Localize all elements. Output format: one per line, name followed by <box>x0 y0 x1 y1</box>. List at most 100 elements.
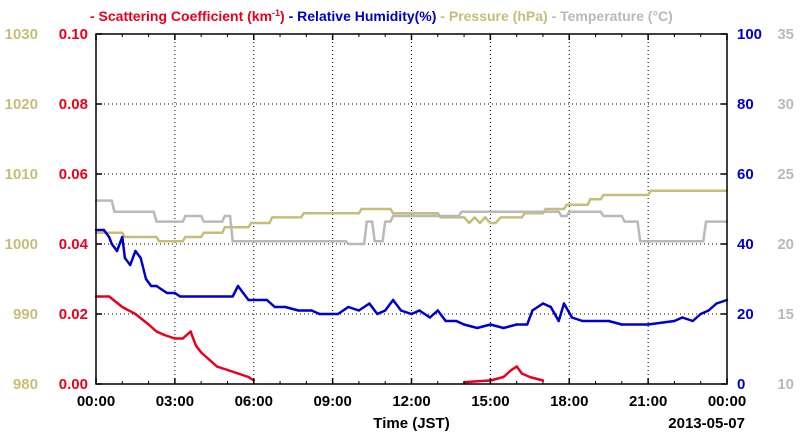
series-humidity-point <box>242 291 245 295</box>
series-temperature-point <box>363 242 366 246</box>
temperature-tick-label: 30 <box>777 96 794 113</box>
series-pressure-point <box>157 240 161 243</box>
series-temperature-point <box>184 214 187 218</box>
series-pressure-point <box>599 198 602 201</box>
series-pressure-point <box>268 221 271 225</box>
series-pressure-point <box>499 216 503 219</box>
series-humidity-point <box>134 249 137 253</box>
series-pressure-point <box>184 235 187 239</box>
series-temperature-point <box>704 220 708 223</box>
series-humidity-point <box>273 305 276 309</box>
series-humidity-point <box>691 319 694 323</box>
series-scattering-point <box>502 375 505 379</box>
series-humidity-point <box>715 302 718 305</box>
series-humidity-point <box>178 295 182 298</box>
series-humidity-point <box>581 319 584 323</box>
pressure-tick-label: 1030 <box>5 26 38 43</box>
x-axis-title: Time (JST) <box>373 415 449 432</box>
series-pressure-point <box>155 235 158 239</box>
series-humidity-point <box>160 288 163 291</box>
temperature-tick-label: 35 <box>777 26 794 43</box>
series-humidity-point <box>673 319 676 323</box>
series-humidity-point <box>557 319 560 323</box>
series-scattering-point <box>181 337 184 340</box>
humidity-tick-label: 0 <box>737 376 745 393</box>
series-scattering-point <box>528 375 531 379</box>
series-humidity-point <box>231 295 234 298</box>
series-humidity-point <box>102 228 106 232</box>
series-humidity-point <box>376 312 379 316</box>
pressure-tick-label: 1020 <box>5 96 38 113</box>
temperature-tick-label: 10 <box>777 376 794 393</box>
series-temperature-point <box>636 220 639 223</box>
series-pressure-point <box>389 207 392 211</box>
series-scattering-point <box>226 368 229 372</box>
series-humidity-point <box>310 309 313 312</box>
pressure-tick-label: 1000 <box>5 236 38 253</box>
chart-legend: - Scattering Coefficient (km-1) - Relati… <box>90 8 673 24</box>
pressure-tick-label: 1010 <box>5 166 38 183</box>
series-pressure-point <box>649 189 652 192</box>
series-humidity-point <box>121 235 124 239</box>
series-humidity-point <box>707 309 710 312</box>
series-pressure-point <box>436 212 439 215</box>
x-tick-label: 00:00 <box>77 393 115 410</box>
series-pressure-point <box>247 226 250 229</box>
series-pressure-point <box>562 207 566 211</box>
x-tick-label: 12:00 <box>392 393 430 410</box>
series-humidity-point <box>150 284 153 288</box>
series-pressure-point <box>565 203 568 206</box>
series-pressure-point <box>544 207 547 211</box>
series-pressure-point <box>478 221 482 225</box>
humidity-tick-label: 20 <box>737 306 754 323</box>
series-scattering-point <box>520 372 524 375</box>
series-temperature-point <box>389 220 392 223</box>
x-tick-label: 00:00 <box>708 393 746 410</box>
series-pressure-point <box>302 212 305 215</box>
pressure-tick-label: 980 <box>13 376 38 393</box>
pressure-tick-label: 990 <box>13 306 38 323</box>
series-humidity-point <box>139 256 142 260</box>
series-humidity-point <box>476 326 479 330</box>
series-temperature-point <box>110 199 114 202</box>
humidity-tick-label: 80 <box>737 96 754 113</box>
series-temperature-point <box>370 220 374 223</box>
series-temperature-point <box>228 214 232 218</box>
series-humidity-point <box>444 319 447 323</box>
series-pressure-point <box>200 235 203 239</box>
series-pressure-point <box>473 216 476 219</box>
series-humidity-point <box>570 316 574 319</box>
series-temperature-point <box>181 220 184 223</box>
series-temperature-point <box>152 210 155 213</box>
series-temperature-point <box>391 214 395 218</box>
series-pressure-point <box>489 221 492 225</box>
series-temperature-point <box>347 242 350 246</box>
series-humidity-point <box>462 323 466 326</box>
series-humidity-point <box>436 309 439 312</box>
series-temperature-point <box>223 214 226 218</box>
series-temperature-point <box>113 210 116 213</box>
series-humidity-point <box>410 312 413 316</box>
series-humidity-point <box>297 309 300 312</box>
series-humidity-point <box>265 298 269 302</box>
series-pressure-point <box>468 221 471 225</box>
series-humidity-point <box>455 319 458 323</box>
series-pressure-point <box>249 221 253 225</box>
series-temperature-point <box>620 214 623 218</box>
series-humidity-point <box>502 326 505 330</box>
scattering-tick-label: 0.06 <box>59 166 88 183</box>
series-temperature-point <box>602 214 605 218</box>
humidity-tick-label: 60 <box>737 166 754 183</box>
series-scattering-line <box>463 365 544 384</box>
series-scattering-point <box>215 365 219 368</box>
legend-item: - Temperature (°C) <box>548 8 673 24</box>
series-temperature-point <box>221 220 224 223</box>
series-temperature-point <box>365 220 368 223</box>
series-humidity-point <box>123 256 127 260</box>
series-temperature-point <box>557 210 560 213</box>
series-pressure-point <box>462 216 466 219</box>
series-pressure-point <box>520 216 524 219</box>
scattering-tick-label: 0.02 <box>59 306 88 323</box>
series-scattering-line <box>96 295 255 382</box>
